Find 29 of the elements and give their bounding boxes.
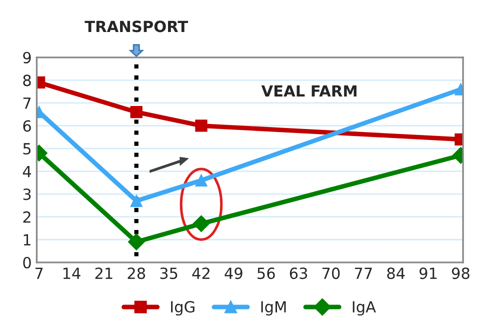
y-tick-label: 9 [23,52,31,64]
x-tick-label: 56 [258,268,275,280]
y-tick-label: 1 [24,234,30,246]
x-tick-label: 49 [224,268,242,280]
y-tick-label: 7 [23,98,31,109]
x-tick-label: 14 [63,268,80,279]
x-tick-label: 70 [322,268,340,280]
x-tick-label: 91 [420,268,437,280]
x-tick-label: 42 [192,268,210,279]
x-tick-label: 35 [160,268,178,280]
x-tick-label: 21 [95,268,112,279]
legend-label: IgM [261,301,286,316]
y-tick-label: 4 [22,166,32,178]
y-tick-label: 8 [23,74,31,86]
legend-label: IgG [171,301,194,316]
x-tick-label: 63 [290,268,308,280]
x-tick-label: 28 [128,268,146,280]
x-tick-label: 7 [35,268,43,279]
y-tick-label: 3 [23,188,31,200]
legend-label: IgA [352,301,376,316]
x-tick-label: 98 [452,268,470,280]
y-tick-label: 5 [23,143,31,155]
x-tick-label: 77 [354,268,372,279]
x-tick-label: 84 [387,268,405,280]
ref-line-label: TRANSPORT [84,20,188,32]
annotation: VEAL FARM [261,85,356,96]
y-tick-label: 2 [23,211,30,223]
y-tick-label: 6 [23,120,31,132]
y-tick-label: 0 [23,256,31,268]
